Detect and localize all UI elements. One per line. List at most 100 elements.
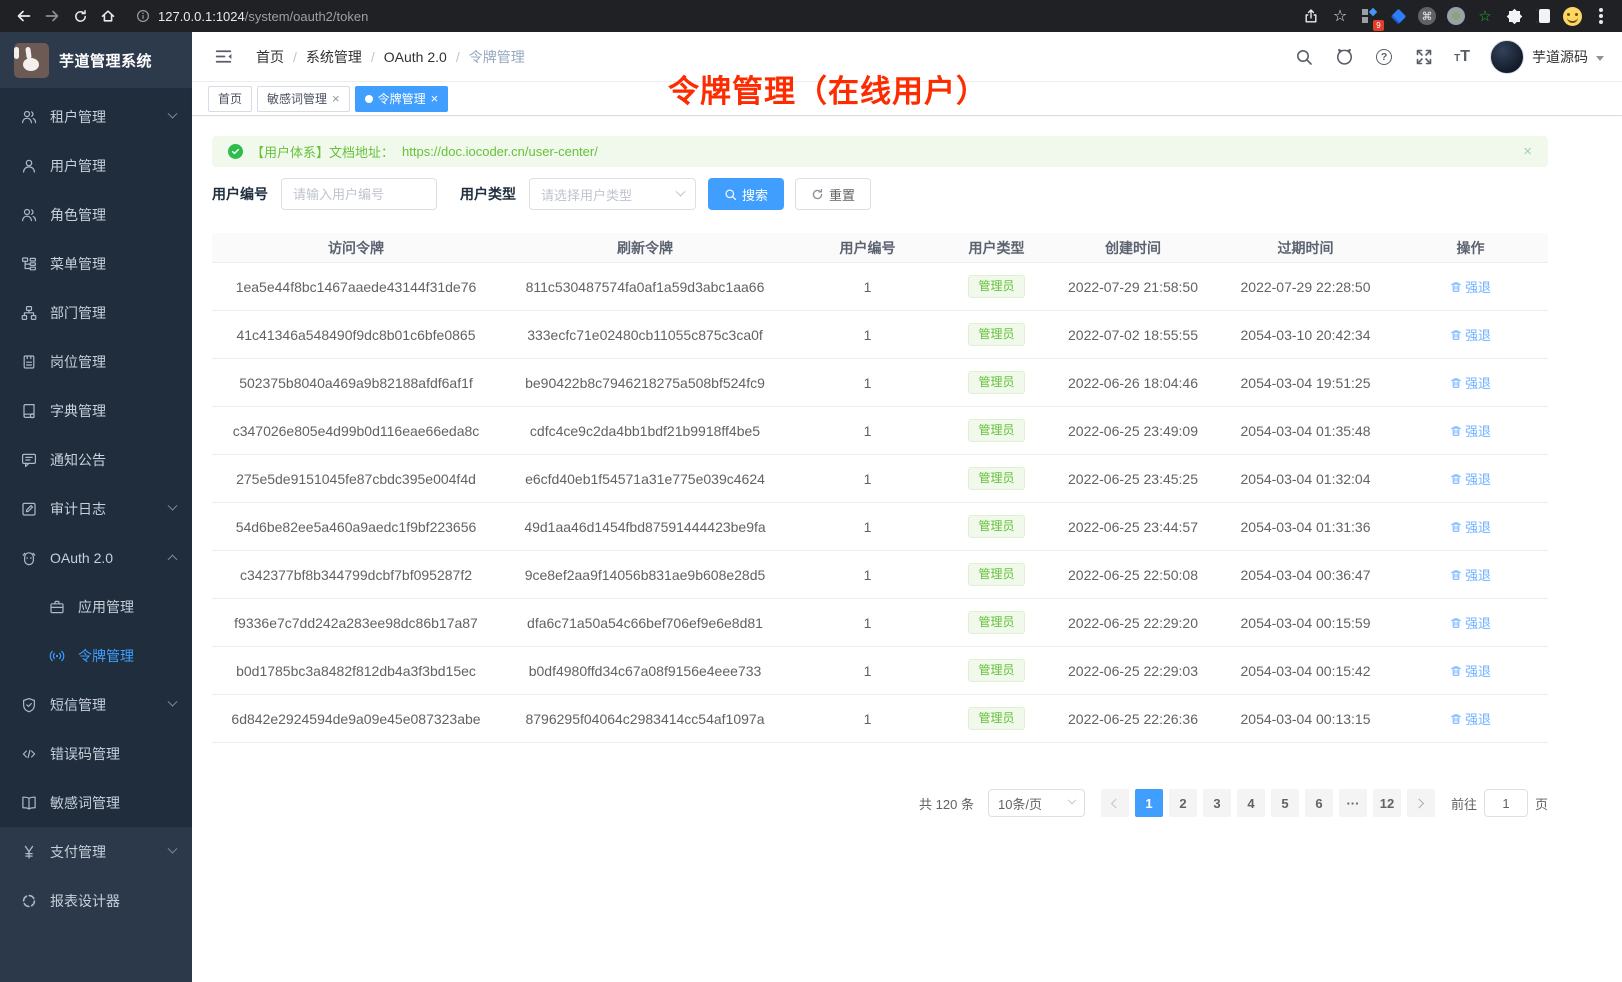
force-logout-button[interactable]: 强退 <box>1450 373 1491 392</box>
user-menu[interactable]: 芋道源码 <box>1490 39 1604 74</box>
browser-profile-avatar[interactable] <box>1561 5 1583 27</box>
force-logout-button[interactable]: 强退 <box>1450 277 1491 296</box>
user-id-cell: 1 <box>863 326 872 343</box>
alert-doc-link[interactable]: https://doc.iocoder.cn/user-center/ <box>402 144 598 159</box>
next-page-button[interactable] <box>1406 789 1435 817</box>
breadcrumb-item[interactable]: OAuth 2.0 <box>384 49 469 65</box>
page-button[interactable]: 3 <box>1202 789 1231 817</box>
github-icon[interactable] <box>1334 47 1354 67</box>
sidebar-item[interactable]: 短信管理 <box>0 680 192 729</box>
tag-tab[interactable]: 首页 <box>208 85 253 112</box>
extension-star-icon[interactable]: ☆ <box>1478 8 1492 25</box>
page-button[interactable]: ··· <box>1338 789 1367 817</box>
table-row: 41c41346a548490f9dc8b01c6bfe0865 333ecfc… <box>212 311 1548 359</box>
breadcrumb-item[interactable]: 令牌管理 <box>468 48 525 65</box>
extension-snowflake-icon[interactable] <box>1503 5 1525 27</box>
sidebar-item[interactable]: 角色管理 <box>0 190 192 239</box>
table-row: 502375b8040a469a9b82188afdf6af1f be90422… <box>212 359 1548 407</box>
force-logout-button[interactable]: 强退 <box>1450 709 1491 728</box>
sidebar-item[interactable]: 应用管理 <box>0 582 192 631</box>
sidebar-item[interactable]: 令牌管理 <box>0 631 192 680</box>
sidebar-item[interactable]: 岗位管理 <box>0 337 192 386</box>
search-icon[interactable] <box>1294 47 1314 67</box>
extension-grid-icon[interactable]: 9 <box>1358 5 1384 31</box>
extension-command-icon[interactable]: ⌘ <box>1416 5 1438 27</box>
sidebar-item[interactable]: 报表设计器 <box>0 876 192 925</box>
extension-reader-icon[interactable] <box>1532 5 1554 27</box>
sidebar-item-label: 部门管理 <box>50 304 106 321</box>
sidebar-item[interactable]: 用户管理 <box>0 141 192 190</box>
sidebar-item[interactable]: 错误码管理 <box>0 729 192 778</box>
extension-record-icon[interactable] <box>1445 5 1467 27</box>
sidebar-item[interactable]: 支付管理 <box>0 827 192 876</box>
user-avatar[interactable] <box>1490 39 1524 74</box>
table-header-row: 访问令牌 刷新令牌 用户编号 用户类型 创建时间 过期时间 操作 <box>212 233 1548 263</box>
user-type-select[interactable]: 请选择用户类型 <box>529 178 696 210</box>
tag-tab[interactable]: 敏感词管理 × <box>257 85 350 112</box>
tag-tab[interactable]: 令牌管理 × <box>354 85 449 112</box>
sidebar-item-label: OAuth 2.0 <box>50 549 114 566</box>
share-icon[interactable] <box>1300 5 1322 27</box>
access-token-cell: 1ea5e44f8bc1467aaede43144f31de76 <box>235 278 477 295</box>
page-button[interactable]: 12 <box>1372 789 1401 817</box>
page-button[interactable]: 1 <box>1134 789 1163 817</box>
page-button[interactable]: 6 <box>1304 789 1333 817</box>
bookmark-star-icon[interactable]: ☆ <box>1332 8 1348 25</box>
breadcrumb-item[interactable]: 系统管理 <box>306 47 384 67</box>
sidebar-item[interactable]: OAuth 2.0 <box>0 533 192 582</box>
force-logout-button[interactable]: 强退 <box>1450 421 1491 440</box>
app-logo-row[interactable]: 芋道管理系统 <box>0 32 192 88</box>
browser-home-button[interactable] <box>94 2 122 30</box>
force-logout-button[interactable]: 强退 <box>1450 613 1491 632</box>
user-type-badge: 管理员 <box>968 659 1025 682</box>
user-type-label: 用户类型 <box>460 186 516 202</box>
sidebar-item[interactable]: 菜单管理 <box>0 239 192 288</box>
caret-down-icon <box>1596 55 1604 61</box>
tag-tab-bar: 首页 敏感词管理 × 令牌管理 × <box>192 82 1622 116</box>
browser-menu-icon[interactable] <box>1590 5 1612 27</box>
tab-close-icon[interactable]: × <box>430 91 439 106</box>
refresh-token-cell: b0df4980ffd34c67a08f9156e4eee733 <box>528 662 762 679</box>
access-token-cell: 6d842e2924594de9a09e45e087323abe <box>231 710 481 727</box>
user-type-badge: 管理员 <box>968 563 1025 586</box>
help-icon[interactable]: ? <box>1374 47 1394 67</box>
browser-back-button[interactable] <box>10 2 38 30</box>
force-logout-button[interactable]: 强退 <box>1450 517 1491 536</box>
expire-time-cell: 2054-03-04 00:15:59 <box>1240 614 1371 631</box>
sidebar-item[interactable]: 部门管理 <box>0 288 192 337</box>
extension-gem-icon[interactable] <box>1387 5 1409 27</box>
menu-icon <box>21 452 37 468</box>
tab-close-icon[interactable]: × <box>332 91 340 106</box>
user-type-cell: 管理员 <box>945 419 1048 442</box>
sidebar-item[interactable]: 敏感词管理 <box>0 778 192 827</box>
alert-close-icon[interactable]: × <box>1523 143 1532 160</box>
site-info-icon[interactable] <box>136 9 150 23</box>
sidebar-item[interactable]: 字典管理 <box>0 386 192 435</box>
page-button[interactable]: 2 <box>1168 789 1197 817</box>
sidebar-item[interactable]: 审计日志 <box>0 484 192 533</box>
search-button[interactable]: 搜索 <box>708 178 785 210</box>
force-logout-button[interactable]: 强退 <box>1450 325 1491 344</box>
breadcrumb-item[interactable]: 首页 <box>256 47 306 67</box>
browser-refresh-button[interactable] <box>66 2 94 30</box>
force-logout-button[interactable]: 强退 <box>1450 661 1491 680</box>
address-bar[interactable]: 127.0.0.1:1024/system/oauth2/token <box>136 9 1300 24</box>
reset-button[interactable]: 重置 <box>795 178 872 210</box>
goto-page-input[interactable] <box>1483 789 1528 817</box>
sidebar-item[interactable]: 通知公告 <box>0 435 192 484</box>
prev-page-button[interactable] <box>1100 789 1129 817</box>
created-time-cell: 2022-06-25 23:44:57 <box>1068 518 1198 535</box>
sidebar-collapse-icon[interactable] <box>206 40 240 74</box>
fullscreen-icon[interactable] <box>1414 47 1434 67</box>
page-button[interactable]: 4 <box>1236 789 1265 817</box>
page-button[interactable]: 5 <box>1270 789 1299 817</box>
browser-forward-button[interactable] <box>38 2 66 30</box>
force-logout-button[interactable]: 强退 <box>1450 469 1491 488</box>
page-size-select[interactable]: 10条/页 <box>987 789 1085 817</box>
sidebar-item[interactable]: 租户管理 <box>0 92 192 141</box>
pagination: 共 120 条 10条/页 1 2 3 4 5 <box>212 789 1548 817</box>
user-type-cell: 管理员 <box>945 275 1048 298</box>
user-id-input[interactable] <box>281 178 437 210</box>
force-logout-button[interactable]: 强退 <box>1450 565 1491 584</box>
